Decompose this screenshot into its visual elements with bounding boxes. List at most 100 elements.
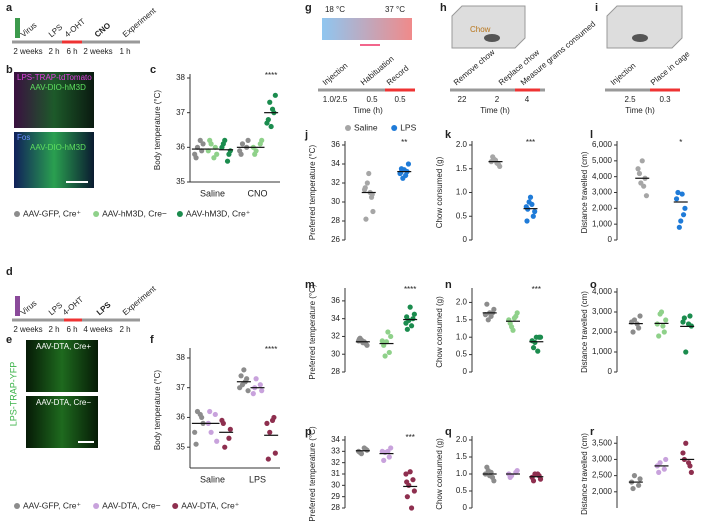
point [537, 476, 544, 482]
point [683, 440, 689, 446]
point [193, 155, 199, 161]
point [241, 367, 247, 373]
y-tick-label: 36 [331, 140, 340, 149]
point [197, 137, 203, 143]
point [533, 334, 539, 340]
point [408, 323, 415, 329]
y-tick-label: 0 [608, 367, 613, 376]
y-tick-label: 2,000 [592, 487, 613, 496]
point [408, 505, 415, 511]
duration: 2 weeks [13, 325, 42, 334]
y-tick-label: 2.0 [456, 140, 468, 149]
significance: *** [526, 138, 535, 147]
y-axis-title: Preferred temperature (°C) [308, 426, 317, 522]
point [252, 151, 258, 157]
point [272, 450, 278, 456]
duration: 6 h [66, 325, 77, 334]
panel-label: h [440, 2, 447, 14]
point [405, 161, 412, 167]
duration: 1.0/2.5 [323, 95, 348, 104]
image-label: AAV-DTA, Cre− [36, 398, 91, 407]
y-tick-label: 1.5 [456, 164, 468, 173]
point [220, 141, 226, 147]
panel-label: e [6, 334, 12, 346]
event: Experiment [121, 6, 158, 39]
point [267, 429, 273, 435]
point [259, 137, 265, 143]
point [239, 141, 246, 147]
event: Virus [19, 299, 39, 318]
point [207, 408, 213, 415]
point [264, 420, 270, 426]
point [385, 329, 391, 335]
point [663, 317, 669, 323]
point [381, 457, 387, 463]
point [511, 315, 517, 321]
duration: 22 [458, 95, 467, 104]
y-tick-label: 1.0 [456, 188, 468, 197]
legend-label: AAV-hM3D, Cre− [102, 208, 167, 218]
legend-label: AAV-DTA, Cre⁺ [181, 500, 240, 510]
y-tick-label: 38 [176, 73, 185, 82]
point [532, 339, 538, 346]
y-tick-label: 31 [331, 469, 340, 478]
axis-label: Time (h) [480, 106, 510, 115]
y-tick-label: 1,000 [592, 219, 613, 228]
point [484, 464, 490, 470]
legend-marker [93, 211, 100, 217]
point [404, 494, 410, 500]
point [245, 388, 251, 394]
point [386, 454, 392, 460]
point [532, 208, 538, 215]
y-tick-label: 38 [176, 353, 185, 362]
image-label: AAV-DIO-hM3D [30, 83, 86, 92]
point [269, 106, 276, 112]
point [661, 466, 667, 472]
point [227, 148, 233, 154]
duration: 2 h [48, 47, 59, 56]
point [404, 314, 410, 320]
point [685, 321, 692, 327]
point [687, 313, 693, 319]
point [385, 448, 391, 454]
point [527, 194, 534, 200]
point [514, 310, 520, 316]
panel-label: p [305, 426, 312, 438]
significance: * [679, 138, 682, 147]
y-tick-label: 30 [331, 349, 340, 358]
y-tick-label: 2,000 [592, 327, 613, 336]
image-label: LPS-TRAP-tdTomato [17, 73, 92, 82]
point [192, 429, 198, 435]
event: 4-OHT [61, 295, 85, 317]
duration: 2 weeks [13, 47, 42, 56]
point [507, 320, 513, 326]
panel-label: i [595, 2, 598, 14]
y-axis-title: Body temperature (°C) [153, 370, 162, 450]
point [197, 411, 203, 418]
point [404, 326, 410, 332]
panel-label: k [445, 129, 452, 141]
point [250, 391, 256, 397]
point [272, 92, 278, 98]
legend-label: LPS [400, 122, 416, 132]
event: Injection [321, 61, 350, 87]
y-tick-label: 2.0 [456, 298, 468, 307]
point [268, 123, 274, 130]
point [269, 417, 276, 424]
panel-label: f [150, 334, 154, 346]
point [630, 329, 636, 335]
point [407, 469, 413, 475]
point [530, 478, 537, 484]
y-tick-label: 34 [331, 314, 340, 323]
point [530, 213, 536, 219]
point [214, 438, 220, 444]
point [193, 441, 199, 447]
point [658, 309, 665, 315]
point [253, 376, 259, 382]
y-tick-label: 0.5 [456, 350, 468, 359]
y-tick-label: 30 [331, 480, 340, 489]
significance: **** [265, 71, 277, 80]
point [212, 411, 218, 418]
event: LPS [47, 23, 64, 40]
y-axis-title: Body temperature (°C) [153, 90, 162, 170]
